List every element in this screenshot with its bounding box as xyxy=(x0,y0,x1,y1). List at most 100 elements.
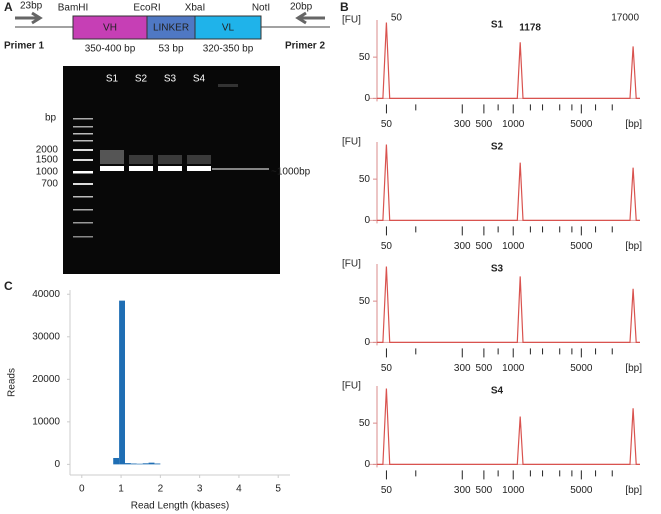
lane-label: S1 xyxy=(106,74,119,85)
bar xyxy=(154,463,161,465)
site: XbaI xyxy=(185,3,206,14)
site: BamHI xyxy=(58,3,89,14)
segment-name: VH xyxy=(103,23,117,34)
y-tick-label: 50 xyxy=(359,418,371,429)
ladder-band xyxy=(73,209,93,211)
site: NotI xyxy=(252,3,270,14)
ladder-band xyxy=(73,159,93,161)
bar xyxy=(142,463,149,465)
x-axis-label: [bp] xyxy=(625,485,642,496)
primer-arrow xyxy=(295,11,325,25)
y-tick-label: 50 xyxy=(359,52,371,63)
bar xyxy=(113,457,120,465)
primer-label: Primer 2 xyxy=(285,41,325,52)
x-tick-label: 500 xyxy=(476,119,493,130)
ladder-band xyxy=(73,149,93,151)
ladder-band xyxy=(73,171,93,174)
y-tick-label: 0 xyxy=(364,93,370,104)
lane-label: S2 xyxy=(135,74,148,85)
bar xyxy=(148,462,155,465)
x-tick-label: 5 xyxy=(275,484,281,495)
x-tick-label: 3 xyxy=(197,484,203,495)
y-tick-label: 10000 xyxy=(32,416,60,427)
ladder-band xyxy=(73,183,93,185)
segment-size: 53 bp xyxy=(158,44,183,55)
x-tick-label: 50 xyxy=(381,119,393,130)
x-tick-label: 300 xyxy=(454,485,471,496)
primer-arrow xyxy=(15,11,43,25)
lane-label: S3 xyxy=(164,74,177,85)
ladder xyxy=(73,118,93,238)
annotation: 1178 xyxy=(519,23,541,34)
segment xyxy=(194,15,262,40)
panel-label: C xyxy=(4,279,13,293)
ladder-size: 1000 xyxy=(36,167,59,178)
x-axis-label: [bp] xyxy=(625,241,642,252)
x-tick-label: 1 xyxy=(118,484,124,495)
trace xyxy=(377,22,640,99)
ladder-size: 700 xyxy=(41,179,58,190)
trace xyxy=(377,388,640,465)
overhang: 23bp xyxy=(20,1,43,12)
chart-title: S3 xyxy=(491,264,504,275)
x-tick-label: 5000 xyxy=(570,363,593,374)
gel-band xyxy=(187,166,211,171)
x-axis-label: [bp] xyxy=(625,363,642,374)
bar xyxy=(130,463,137,465)
ladder-size: 2000 xyxy=(36,145,59,156)
chart-title: S4 xyxy=(491,386,504,397)
y-axis-label: [FU] xyxy=(342,137,361,148)
x-tick-label: 4 xyxy=(236,484,242,495)
x-tick-label: 50 xyxy=(381,363,393,374)
segment-size: 350-400 bp xyxy=(85,44,136,55)
y-tick-label: 50 xyxy=(359,174,371,185)
site: EcoRI xyxy=(133,3,160,14)
x-tick-label: 50 xyxy=(381,241,393,252)
ladder-band xyxy=(73,222,93,224)
gel-band xyxy=(158,166,182,171)
y-tick-label: 30000 xyxy=(32,331,60,342)
smear xyxy=(129,155,153,164)
y-axis-label: [FU] xyxy=(342,259,361,270)
x-tick-label: 5000 xyxy=(570,241,593,252)
panel-label: B xyxy=(340,0,349,14)
gel-band xyxy=(100,166,124,171)
y-tick-label: 0 xyxy=(364,337,370,348)
segment-name: LINKER xyxy=(153,23,189,34)
chart-title: S2 xyxy=(491,142,504,153)
segment-name: VL xyxy=(222,23,235,34)
x-tick-label: 50 xyxy=(381,485,393,496)
x-tick-label: 1000 xyxy=(502,485,525,496)
y-tick-label: 50 xyxy=(359,296,371,307)
well xyxy=(218,84,238,87)
x-tick-label: 500 xyxy=(476,241,493,252)
x-tick-label: 500 xyxy=(476,485,493,496)
x-tick-label: 5000 xyxy=(570,485,593,496)
ladder-band xyxy=(73,196,93,198)
ladder-unit: bp xyxy=(45,113,57,124)
y-tick-label: 20000 xyxy=(32,374,60,385)
smear xyxy=(187,155,211,164)
bar xyxy=(136,463,143,465)
ladder-band xyxy=(73,236,93,238)
y-axis-label: Reads xyxy=(7,368,18,397)
y-axis-label: [FU] xyxy=(342,381,361,392)
y-tick-label: 0 xyxy=(54,459,60,470)
y-tick-label: 0 xyxy=(364,459,370,470)
x-tick-label: 500 xyxy=(476,363,493,374)
segment-size: 320-350 bp xyxy=(203,44,254,55)
chart-title: S1 xyxy=(491,20,504,31)
annotation: 50 xyxy=(391,13,403,24)
smear xyxy=(158,155,182,164)
bar xyxy=(125,463,131,465)
y-axis-label: [FU] xyxy=(342,15,361,26)
x-tick-label: 300 xyxy=(454,241,471,252)
x-tick-label: 2 xyxy=(158,484,164,495)
ladder-band xyxy=(73,133,93,135)
y-tick-label: 0 xyxy=(364,215,370,226)
panel-label: A xyxy=(4,0,13,14)
x-tick-label: 1000 xyxy=(502,363,525,374)
ladder-size: 1500 xyxy=(36,155,59,166)
